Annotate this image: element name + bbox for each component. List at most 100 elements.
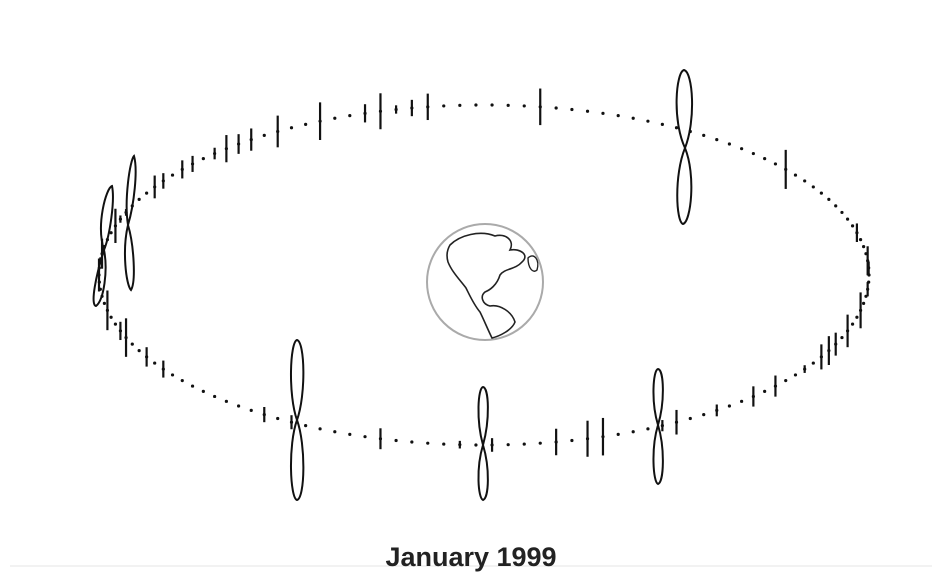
orbit-dot <box>522 442 526 446</box>
orbit-dot <box>109 231 113 235</box>
orbit-dot <box>348 432 352 436</box>
orbit-dot <box>442 442 446 446</box>
orbit-dot <box>333 116 337 120</box>
orbit-dot <box>763 389 767 393</box>
earth-outline <box>426 223 544 341</box>
orbit-dot <box>688 416 692 421</box>
orbit-dot <box>474 103 478 107</box>
lobe <box>675 68 693 226</box>
lobe <box>652 367 664 486</box>
orbit-dot <box>137 348 141 353</box>
orbit-dot <box>137 197 141 202</box>
orbit-dot <box>740 147 744 151</box>
orbit-dot <box>554 106 558 110</box>
orbit-dot <box>213 394 217 399</box>
orbit-dot <box>145 191 149 195</box>
orbit-dot <box>811 361 815 365</box>
lobes <box>92 68 693 502</box>
orbit-dot <box>304 122 308 126</box>
orbit-dot <box>170 173 175 177</box>
orbit-dot <box>601 111 605 115</box>
orbit-dot <box>855 315 859 319</box>
orbit-dot <box>585 109 590 113</box>
orbit-dot <box>394 438 398 443</box>
orbit-dot <box>249 408 253 413</box>
orbit-dot <box>646 119 650 123</box>
orbit-dot <box>631 430 635 434</box>
orbit-dot <box>784 378 788 383</box>
lobe <box>477 385 489 502</box>
orbit-dot <box>333 430 337 434</box>
orbit-dot <box>727 142 732 146</box>
orbit-dot <box>363 435 367 439</box>
orbit-dot <box>763 157 767 161</box>
orbit-dot <box>426 441 430 445</box>
orbit-dot <box>740 399 744 403</box>
orbit-dot <box>201 157 205 161</box>
orbit-dot <box>170 373 175 377</box>
lobe <box>92 184 114 308</box>
orbit-dot <box>130 342 134 346</box>
continent <box>527 255 539 272</box>
orbit-dot <box>840 210 844 215</box>
orbit-dot <box>109 315 113 319</box>
orbit-dot <box>276 416 280 421</box>
lobe <box>290 338 305 502</box>
continents <box>446 232 526 339</box>
orbit-dot <box>262 133 266 138</box>
orbit-dot <box>113 322 118 326</box>
orbit-dot <box>318 427 322 431</box>
orbit-dot <box>850 224 855 228</box>
orbit-dot <box>522 104 526 108</box>
orbit-dot <box>702 133 706 138</box>
orbit-dot <box>834 204 838 208</box>
orbit-dot <box>236 404 241 408</box>
orbit-dot <box>631 116 635 120</box>
orbit-dot <box>751 151 755 156</box>
orbit-dot <box>490 103 494 107</box>
orbit-dot <box>793 173 798 177</box>
lobe <box>124 154 137 292</box>
orbit-dot <box>811 185 815 189</box>
orbit-dot <box>570 438 574 443</box>
orbit-dot <box>660 122 664 126</box>
orbit-dot <box>224 399 228 403</box>
orbit-dot <box>304 424 308 428</box>
orbit-dot <box>850 322 855 326</box>
orbit-dot <box>827 197 831 202</box>
earth <box>426 223 544 341</box>
orbit-dot <box>862 245 866 249</box>
orbit-dot <box>506 103 510 107</box>
orbit-dot <box>180 378 184 383</box>
orbit-dot <box>616 114 620 118</box>
caption: January 1999 <box>385 542 556 572</box>
orbit-dot <box>803 179 807 183</box>
orbit-dot <box>442 104 446 108</box>
orbit-dot <box>506 443 510 447</box>
orbit-dot <box>715 137 719 142</box>
orbit-dot <box>793 373 798 377</box>
orbit-dot <box>153 361 157 365</box>
orbit-dot <box>840 335 844 340</box>
orbit-dot <box>538 441 542 445</box>
orbit-dot <box>864 294 868 298</box>
orbit-dot <box>190 384 195 388</box>
orbit-dot <box>702 412 706 417</box>
orbit-dot <box>646 427 650 431</box>
orbit-dot <box>201 389 205 393</box>
orbit-dot <box>862 301 866 305</box>
orbit-dot <box>348 114 352 118</box>
orbit-dot <box>458 103 462 107</box>
orbit-dot <box>727 404 732 408</box>
orbit-dot <box>616 432 620 436</box>
orbit-dot <box>474 443 478 447</box>
orbit-dot <box>773 162 778 166</box>
orbit-dot <box>102 301 106 305</box>
orbit-dot <box>570 107 574 112</box>
orbit-dot <box>410 440 414 444</box>
orbit-dot <box>289 126 294 130</box>
orbit-dot <box>858 238 863 242</box>
orbit-dot <box>819 191 823 195</box>
orbit-dot <box>845 217 850 221</box>
